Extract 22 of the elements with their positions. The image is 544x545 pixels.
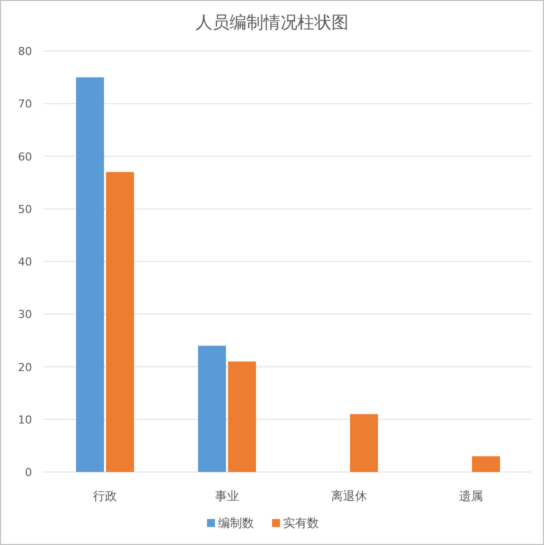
y-tick-label: 70	[18, 98, 32, 111]
y-tick-label: 50	[18, 202, 32, 216]
chart-title: 人员编制情况柱状图	[196, 13, 348, 33]
y-tick-label: 60	[18, 150, 32, 164]
bar	[106, 172, 134, 472]
y-tick-label: 30	[18, 308, 32, 322]
y-tick-label: 10	[18, 413, 32, 426]
bar	[350, 414, 378, 472]
x-tick-label: 遗属	[459, 489, 483, 503]
x-tick-label: 离退休	[331, 489, 367, 503]
x-tick-label: 行政	[93, 489, 117, 503]
legend-label: 实有数	[283, 516, 319, 530]
bar	[228, 361, 256, 472]
legend-label: 编制数	[218, 516, 254, 530]
bar	[472, 456, 500, 472]
bar	[76, 77, 104, 472]
y-tick-label: 80	[18, 45, 32, 58]
y-tick-label: 0	[25, 466, 32, 479]
y-tick-label: 20	[18, 360, 32, 374]
bar	[198, 346, 226, 472]
y-tick-label: 40	[18, 256, 32, 268]
x-tick-label: 事业	[215, 489, 239, 503]
